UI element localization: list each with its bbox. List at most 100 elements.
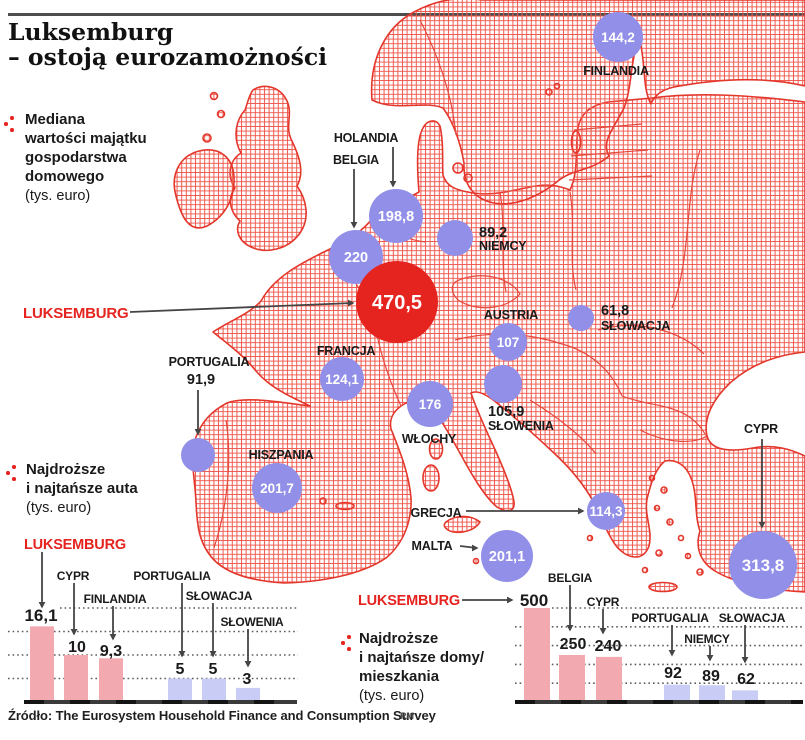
chart2-bar-sowacja (732, 690, 758, 702)
chart1-value-luksemburg: 16,1 (24, 606, 57, 625)
legend-wealth-line: gospodarstwa (25, 149, 127, 166)
leader-arrow-icon (209, 651, 217, 658)
legend-wealth-line: Mediana (25, 111, 86, 128)
chart2-value-belgia: 250 (560, 636, 587, 653)
legend-wealth-line: domowego (25, 168, 105, 185)
bubble-francja (320, 357, 364, 401)
leader-arrow-icon (194, 429, 202, 436)
bubble-value-malta: 201,1 (489, 549, 525, 565)
chart2-value-luksemburg: 500 (520, 591, 548, 610)
leader-arrow-icon (472, 544, 479, 552)
country-label-hiszpania: HISZPANIA (249, 448, 314, 462)
country-label-sowenia: SŁOWENIA (488, 419, 554, 433)
bubble-value-sowacja: 61,8 (601, 303, 629, 319)
country-label-wochy: WŁOCHY (402, 432, 457, 446)
bubble-value-grecja: 114,3 (589, 504, 623, 519)
bubble-value-niemcy: 89,2 (479, 225, 507, 241)
bubble-hiszpania (252, 463, 302, 513)
chart1-value-portugalia: 5 (176, 661, 185, 678)
chart1-label-sowacja: SŁOWACJA (186, 589, 253, 603)
chart1-bar-sowenia (236, 687, 260, 702)
chart2-label-sowacja: SŁOWACJA (719, 611, 786, 625)
country-label-francja: FRANCJA (317, 344, 375, 358)
bubble-value-belgia: 220 (344, 250, 368, 266)
land-ireland (173, 149, 235, 229)
leader-arrow-icon (741, 657, 749, 664)
chart2-label-cypr: CYPR (587, 595, 620, 609)
bubble-austria (489, 323, 527, 361)
leader-arrow-icon (706, 655, 714, 662)
leader-arrow-icon (70, 629, 78, 636)
chart-annotations: LUKSEMBURG 16,1 CYPR 10 FINLANDIA 9,3 PORTUGAL… (8, 537, 803, 704)
title-line2: – ostoją eurozamożności (8, 43, 328, 71)
bubble-finlandia (593, 12, 643, 62)
country-label-sowacja: SŁOWACJA (601, 319, 670, 333)
chart1-value-cypr: 10 (68, 639, 86, 656)
island-sicily (443, 515, 481, 534)
legend-homes: Najdroższe i najtańsze domy/ mieszkania … (359, 629, 534, 706)
legend-cars-line: Najdroższe (26, 461, 106, 478)
leader-arrow-icon (599, 628, 607, 635)
chart1-label-portugalia: PORTUGALIA (133, 569, 211, 583)
legend-bullet-icon (4, 115, 15, 132)
chart2-value-cypr: 240 (595, 638, 622, 655)
island-crete (648, 581, 678, 593)
chart1-value-sowacja: 5 (209, 661, 218, 678)
legend-cars-unit: (tys. euro) (26, 500, 92, 516)
chart2-bar-belgia (559, 655, 585, 702)
leader-arrow-icon (389, 181, 397, 188)
chart1-label-luksemburg: LUKSEMBURG (24, 537, 126, 553)
leader-arrow-icon (348, 299, 355, 307)
leader-arrow-icon (578, 507, 585, 515)
bubble-value-austria: 107 (497, 335, 520, 350)
legend-homes-line: i najtańsze domy/ (359, 649, 485, 666)
leader-line-luksemburg (129, 302, 354, 313)
island-balearics (335, 501, 355, 511)
bubble-value-cypr: 313,8 (742, 556, 785, 575)
chart2-label-belgia: BELGIA (548, 571, 593, 585)
country-label-luksemburg: LUKSEMBURG (23, 305, 129, 322)
leader-arrow-icon (507, 596, 514, 604)
bubble-value-holandia: 198,8 (378, 209, 414, 225)
country-label-belgia: BELGIA (333, 153, 379, 167)
leader-arrow-icon (38, 602, 46, 609)
legend-homes-unit: (tys. euro) (359, 688, 425, 704)
island-gotland (570, 130, 582, 154)
chart1-bar-cypr (64, 655, 88, 702)
leader-arrow-icon (566, 625, 574, 632)
page-title: Luksemburg – ostoją eurozamożności (8, 20, 338, 70)
source-text: Źródło: The Eurosystem Household Finance… (8, 708, 436, 723)
chart1-value-sowenia: 3 (243, 671, 252, 688)
chart1-bar-sowacja (202, 678, 226, 702)
leader-arrow-icon (178, 651, 186, 658)
chart2-value-portugalia: 92 (664, 665, 682, 682)
bubble-sowacja (568, 305, 594, 331)
chart2-label-portugalia: PORTUGALIA (631, 611, 709, 625)
legend-cars: Najdroższe i najtańsze auta (tys. euro) (26, 460, 196, 518)
chart2-label-luksemburg: LUKSEMBURG (358, 593, 460, 609)
country-label-malta: MALTA (412, 539, 453, 553)
chart1-bar-luksemburg (30, 626, 54, 702)
leader-arrow-icon (244, 661, 252, 668)
chart2-label-niemcy: NIEMCY (684, 632, 730, 646)
credit-text: RM (400, 711, 414, 721)
top-rule (8, 13, 805, 16)
bubble-luksemburg (356, 261, 438, 343)
legend-cars-line: i najtańsze auta (26, 480, 138, 497)
country-label-cypr: CYPR (744, 422, 778, 436)
country-label-grecja: GRECJA (411, 506, 462, 520)
chart1-label-finlandia: FINLANDIA (84, 592, 147, 606)
leader-arrow-icon (350, 222, 358, 229)
legend-homes-line: mieszkania (359, 668, 440, 685)
country-label-austria: AUSTRIA (484, 308, 538, 322)
bubble-sowenia (484, 365, 522, 403)
bubble-value-sowenia: 105,9 (488, 404, 524, 420)
bubble-holandia (369, 189, 423, 243)
chart2-value-niemcy: 89 (702, 668, 720, 685)
leader-arrow-icon (758, 522, 766, 529)
legend-bullet-icon (341, 634, 352, 651)
legend-bullet-icon (6, 464, 17, 481)
bubble-cypr (729, 531, 797, 599)
bubble-grecja (587, 492, 625, 530)
